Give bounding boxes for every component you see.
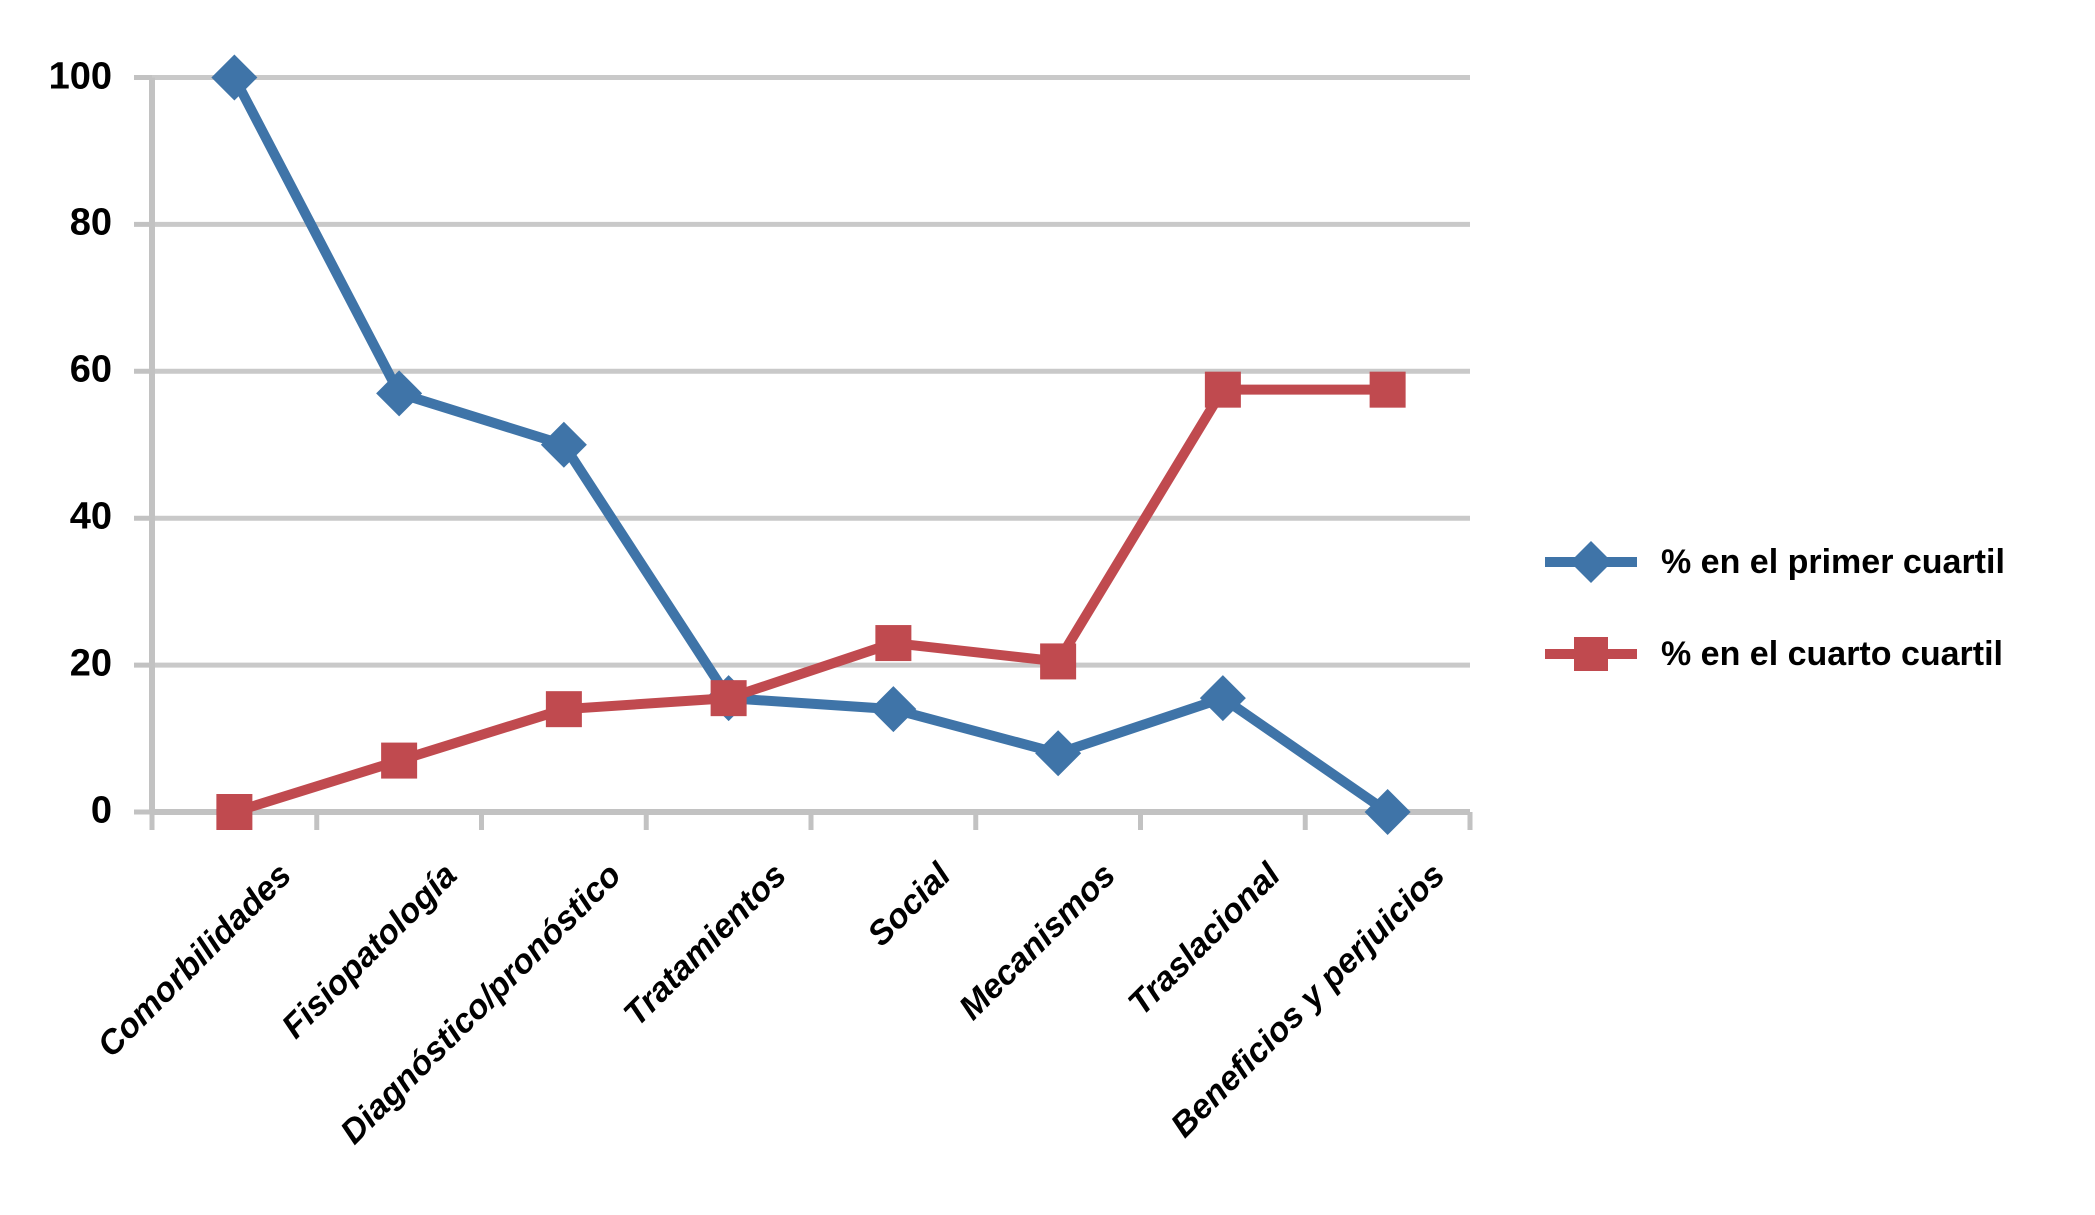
y-tick-label: 100 [48, 55, 112, 98]
data-point-square [216, 794, 253, 830]
data-point-diamond [1199, 675, 1246, 722]
data-point-square [545, 691, 582, 728]
legend-label-primer-cuartil: % en el primer cuartil [1661, 542, 2005, 581]
y-tick-label: 0 [90, 789, 112, 832]
y-tick-label: 80 [69, 202, 112, 245]
data-point-diamond [540, 421, 587, 468]
data-point-square [1369, 371, 1406, 408]
data-point-diamond [870, 686, 917, 733]
data-point-diamond [1035, 730, 1082, 777]
y-tick-label: 20 [69, 642, 112, 685]
legend-item-primer-cuartil: % en el primer cuartil [1545, 538, 2005, 586]
legend-square-icon [1545, 637, 1637, 671]
data-point-square [1040, 643, 1077, 680]
series-line-0 [229, 75, 1391, 817]
data-point-square [710, 680, 747, 717]
data-point-square [381, 742, 418, 779]
data-point-square [875, 625, 912, 662]
y-tick-label: 40 [69, 495, 112, 538]
legend-diamond-icon [1545, 541, 1637, 583]
y-tick-label: 60 [69, 348, 112, 391]
data-point-diamond [1364, 789, 1411, 835]
data-point-square [1204, 371, 1241, 408]
data-point-diamond [211, 54, 258, 101]
legend: % en el primer cuartil % en el cuarto cu… [1545, 538, 2005, 678]
legend-item-cuarto-cuartil: % en el cuarto cuartil [1545, 630, 2005, 678]
series-line-1 [232, 384, 1388, 817]
legend-marker-shape [1570, 541, 1612, 583]
legend-marker-shape [1574, 637, 1608, 671]
legend-label-cuarto-cuartil: % en el cuarto cuartil [1661, 634, 2003, 673]
data-point-diamond [376, 370, 423, 417]
